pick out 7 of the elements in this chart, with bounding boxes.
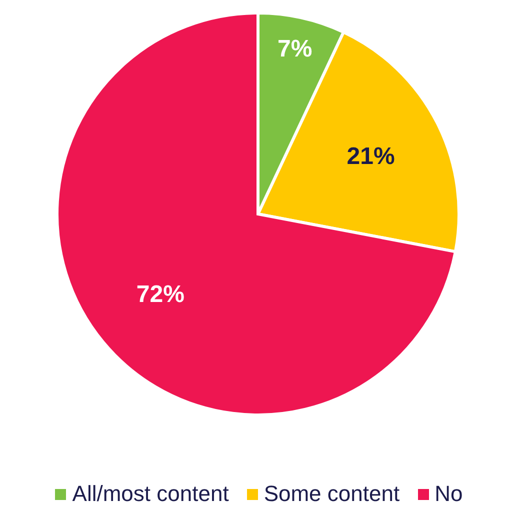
data-label: 72% [136,281,184,308]
legend-label: No [434,481,463,507]
legend-label: Some content [262,481,400,507]
pie-slice [56,12,457,416]
data-label: 7% [277,36,312,63]
data-label: 21% [346,143,395,170]
legend-label: All/most content [71,481,229,507]
